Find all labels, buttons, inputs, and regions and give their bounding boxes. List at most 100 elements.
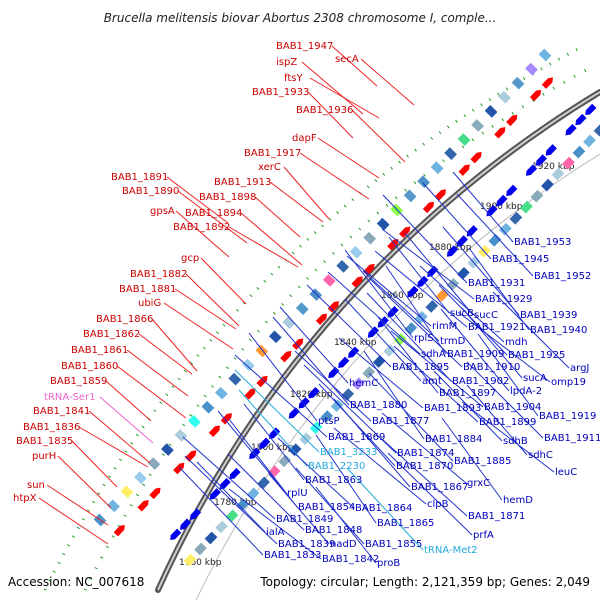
label-leader-line xyxy=(126,349,189,397)
label-leader-line xyxy=(369,278,463,368)
label-leader-line xyxy=(268,473,330,545)
reverse-gene-arrow xyxy=(209,488,221,500)
cog-category-block xyxy=(457,133,471,146)
label-leader-line xyxy=(363,350,425,440)
label-leader-line xyxy=(346,467,424,551)
label-leader-line xyxy=(390,330,484,408)
label-leader-line xyxy=(151,318,198,372)
cog-category-block xyxy=(520,200,533,214)
gene-label: omp19 xyxy=(551,377,586,388)
gene-label: rplS xyxy=(414,333,434,344)
gene-label: BAB1_3233 xyxy=(320,447,377,458)
forward-gene-arrow xyxy=(280,350,292,363)
cog-category-block xyxy=(120,485,134,499)
forward-gene-labels: BAB1_1947 secA ispZ ftsY BAB1_1933 BAB1_… xyxy=(13,41,359,504)
gene-label: htpX xyxy=(13,493,37,504)
kbp-tick: 1840 kbp xyxy=(334,338,377,348)
cog-category-block xyxy=(511,76,525,90)
gene-label: BAB1_1893 xyxy=(424,403,481,414)
label-leader-line xyxy=(492,291,570,369)
gene-label: BAB1_1861 xyxy=(71,345,128,356)
gene-label: BAB1_1925 xyxy=(508,350,565,361)
label-leader-line xyxy=(377,316,439,394)
gene-label: BAB1_1867 xyxy=(411,482,468,493)
label-leader-line xyxy=(344,249,414,339)
gene-label: BAB1_1835 xyxy=(16,436,73,447)
gene-label: BAB1_1899 xyxy=(479,417,536,428)
label-leader-line xyxy=(344,298,422,382)
label-leader-line xyxy=(234,354,328,438)
gene-label: BAB1_1863 xyxy=(305,475,362,486)
forward-gene-arrow xyxy=(399,226,411,239)
gene-label: BAB1_1929 xyxy=(475,294,532,305)
gene-label: BAB1_1892 xyxy=(173,222,230,233)
gene-label: ubiG xyxy=(138,298,161,309)
gene-label: BAB1_1871 xyxy=(468,511,525,522)
gene-label: hemD xyxy=(503,495,533,506)
cog-category-block xyxy=(225,509,239,523)
gene-label: BAB1_1866 xyxy=(96,314,153,325)
reverse-gene-arrow xyxy=(348,346,360,358)
cog-category-block xyxy=(295,302,309,315)
gene-label: amt xyxy=(422,376,442,387)
gene-label: BAB1_1865 xyxy=(377,518,434,529)
gene-label: lpdA-2 xyxy=(510,386,542,397)
label-leader-line xyxy=(303,364,397,454)
gene-label: BAB1_1874 xyxy=(397,448,454,459)
label-leader-line xyxy=(243,403,305,481)
gene-label: xerC xyxy=(258,162,281,173)
cog-category-block xyxy=(349,245,363,259)
forward-gene-arrow xyxy=(506,114,518,127)
label-leader-line xyxy=(307,91,354,139)
reverse-gene-labels: BAB1_1953 BAB1_1945 BAB1_1952 BAB1_1931 … xyxy=(264,237,600,569)
gene-label: sdhC xyxy=(528,450,553,461)
label-leader-line xyxy=(404,232,474,316)
label-leader-line xyxy=(174,288,237,330)
label-leader-line xyxy=(315,486,377,564)
gene-label: gcp xyxy=(181,253,199,264)
gene-label: BAB1_1933 xyxy=(252,87,309,98)
cog-category-block xyxy=(562,156,575,170)
gene-label: BAB1_1881 xyxy=(119,284,176,295)
gene-label: prfA xyxy=(473,530,494,541)
cog-category-block xyxy=(417,175,431,189)
gene-label: sdhA xyxy=(421,349,446,360)
label-leader-line xyxy=(468,247,530,331)
kbp-tick: 1920 kbp xyxy=(532,162,575,172)
label-leader-line xyxy=(269,181,324,223)
gene-label: BAB1_1931 xyxy=(468,278,525,289)
reverse-gene-arrow xyxy=(486,204,498,217)
reverse-gene-arrow xyxy=(565,123,577,136)
forward-gene-arrow xyxy=(137,500,149,512)
gene-label: trmD xyxy=(440,336,466,347)
label-leader-line xyxy=(116,365,187,419)
label-leader-line xyxy=(381,228,475,300)
cog-category-block xyxy=(363,231,377,245)
label-leader-line xyxy=(315,434,377,524)
cog-category-block xyxy=(268,330,282,344)
label-leader-line xyxy=(461,401,555,473)
gene-label: BAB1_1860 xyxy=(61,361,118,372)
cog-category-block xyxy=(201,400,215,414)
label-leader-line xyxy=(200,257,247,305)
cog-category-block xyxy=(583,134,596,148)
gene-label: BAB1_2230 xyxy=(308,461,365,472)
gene-label: BAB1_1890 xyxy=(122,186,179,197)
gene-label: BAB1_1882 xyxy=(130,269,187,280)
gene-label: BAB1_1859 xyxy=(50,376,107,387)
label-leader-line xyxy=(295,467,365,545)
accession-text: Accession: NC_007618 xyxy=(8,575,144,589)
cog-category-block xyxy=(351,377,365,390)
label-leader-line xyxy=(385,265,447,355)
label-leader-line xyxy=(419,265,505,343)
label-leader-line xyxy=(461,307,523,379)
label-leader-line xyxy=(309,77,380,119)
reverse-gene-arrow xyxy=(229,467,241,480)
cog-category-block xyxy=(147,457,161,470)
cog-category-block xyxy=(383,344,397,357)
gene-label: BAB1_1894 xyxy=(185,208,242,219)
cog-category-block xyxy=(183,553,197,567)
reverse-gene-arrow xyxy=(268,427,281,439)
cog-category-block xyxy=(530,189,544,203)
forward-label-leaders xyxy=(38,45,415,545)
